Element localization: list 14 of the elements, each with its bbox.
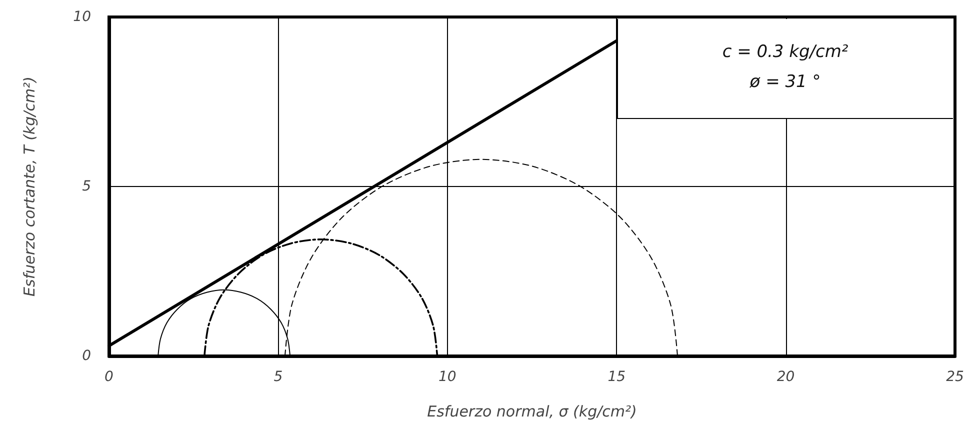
y-axis-title: Esfuerzo cortante, T (kg/cm²) [20,76,38,296]
annotation: c = 0.3 kg/cm² [722,41,848,64]
note-box: c = 0.3 kg/cm² ø = 31 ° [616,19,953,119]
y-tick-label: 10 [73,9,92,25]
x-tick-label: 5 [274,369,283,385]
y-tick-label: 0 [82,348,92,364]
x-axis-title: Esfuerzo normal, σ (kg/cm²) [427,402,637,420]
y-tick-label: 5 [82,178,92,194]
x-tick-label: 10 [438,369,456,385]
x-tick-label: 0 [104,369,114,385]
x-tick-label: 20 [776,369,795,385]
annotation: ø = 31 ° [750,71,821,94]
x-tick-label: 25 [946,369,964,385]
x-tick-label: 15 [608,369,626,385]
